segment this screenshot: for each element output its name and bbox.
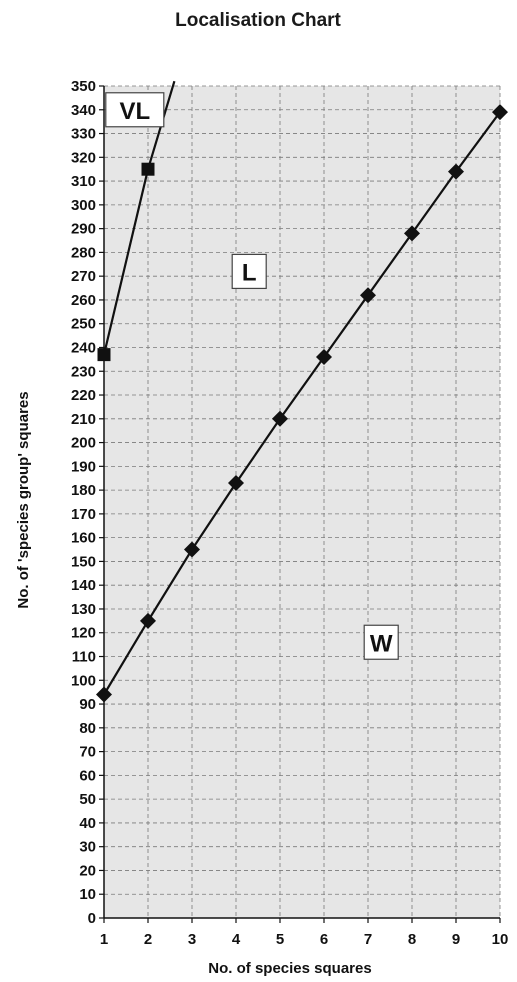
y-tick-label: 130 [71,601,96,618]
x-axis-title: No. of species squares [208,960,371,977]
y-tick-label: 60 [79,767,96,784]
y-tick-label: 290 [71,221,96,238]
region-label-box [363,624,399,660]
data-point-diamond [140,612,156,629]
y-tick-label: 140 [71,577,96,594]
y-tick-label: 230 [71,363,96,380]
y-tick-label: 320 [71,149,96,166]
x-tick-label: 9 [452,931,460,948]
y-tick-label: 160 [71,530,96,547]
series [96,80,508,703]
x-tick-label: 7 [364,931,372,948]
data-point-diamond [96,686,112,703]
y-tick-label: 240 [71,339,96,356]
y-tick-label: 200 [71,435,96,452]
data-point-diamond [404,225,420,242]
y-tick-label: 90 [79,696,96,713]
data-point-diamond [184,541,200,558]
y-tick-label: 190 [71,458,96,475]
x-tick-label: 8 [408,931,416,948]
region-labels: VL L W [105,92,399,660]
y-tick-label: 150 [71,553,96,570]
chart-title: Localisation Chart [175,10,341,31]
y-tick-label: 350 [71,78,96,95]
region-label-l: L [242,259,257,286]
y-tick-label: 210 [71,411,96,428]
y-tick-label: 260 [71,292,96,309]
data-point-diamond [492,104,508,121]
data-point-diamond [316,348,332,365]
data-point-diamond [360,287,376,304]
series-line-2 [103,111,501,696]
y-tick-label: 50 [79,791,96,808]
y-tick-label: 80 [79,720,96,737]
y-tick-label: 220 [71,387,96,404]
x-tick-label: 5 [276,931,284,948]
y-tick-label: 110 [72,649,96,666]
y-tick-label: 180 [71,482,96,499]
data-point-diamond [448,163,464,180]
y-tick-label: 330 [71,126,96,143]
y-tick-label: 250 [71,316,96,333]
y-tick-label: 310 [71,173,96,190]
data-point-diamond [228,474,244,491]
y-tick-label: 40 [79,815,96,832]
x-tick-label: 6 [320,931,328,948]
y-tick-label: 100 [71,672,96,689]
y-tick-label: 10 [79,886,96,903]
axes: 0102030405060708090100110120130140150160… [71,78,508,948]
region-label-box [105,92,165,128]
plot-area [104,86,500,918]
data-point-square [97,348,111,362]
y-axis-title: No. of 'species group' squares [15,391,32,608]
region-label-vl: VL [119,98,150,125]
y-tick-label: 120 [71,625,96,642]
data-point-square [141,162,155,176]
y-tick-label: 0 [88,910,96,927]
y-tick-label: 30 [79,839,96,856]
x-tick-label: 3 [188,931,196,948]
y-tick-label: 20 [79,862,96,879]
y-tick-label: 300 [71,197,96,214]
x-tick-label: 2 [144,931,152,948]
x-tick-label: 10 [492,931,509,948]
y-tick-label: 340 [71,102,96,119]
y-tick-label: 280 [71,244,96,261]
y-tick-label: 70 [79,744,96,761]
data-point-diamond [272,410,288,427]
x-tick-label: 1 [100,931,108,948]
y-tick-label: 170 [71,506,96,523]
region-label-box [231,253,267,290]
x-tick-label: 4 [232,931,241,948]
region-label-w: W [370,630,393,657]
y-tick-label: 270 [71,268,96,285]
gridlines [104,85,501,918]
